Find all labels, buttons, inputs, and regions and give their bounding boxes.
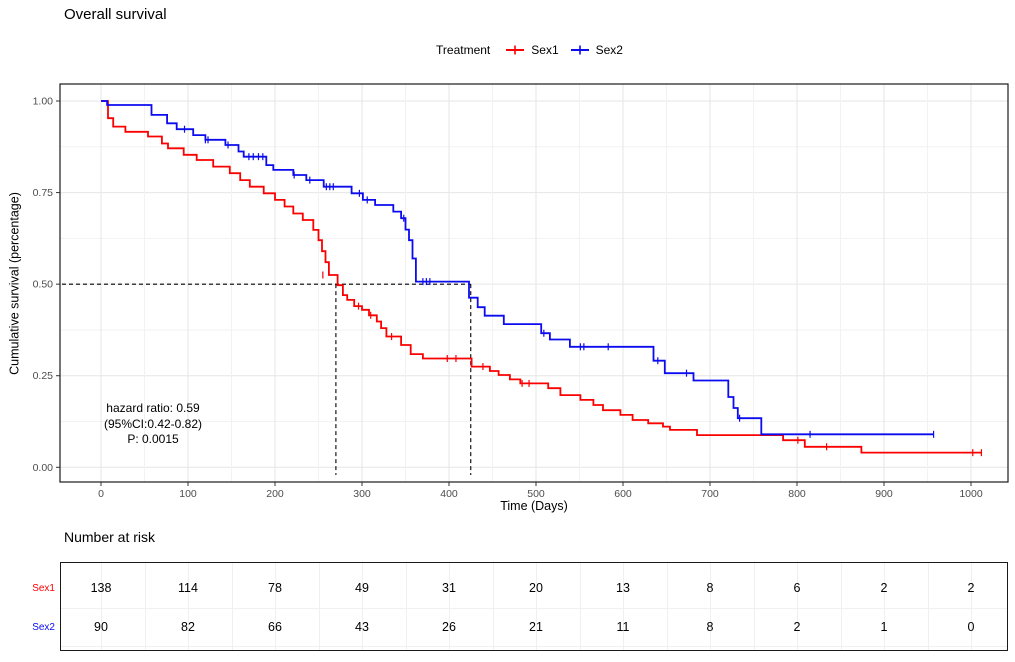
risk-gridline-v [884,563,885,650]
x-tick-label: 700 [701,488,719,500]
risk-gridline-h [61,646,1007,647]
risk-gridline-v [971,563,972,650]
risk-gridline-v [753,563,755,650]
risk-gridline-v [318,563,320,650]
y-tick-label: 0.25 [33,370,54,382]
risk-count: 11 [616,620,630,634]
risk-count: 43 [355,620,369,634]
x-tick-label: 300 [353,488,371,500]
risk-table-heading: Number at risk [64,529,156,545]
risk-count: 114 [178,581,198,595]
legend: Treatment Sex1 Sex2 [22,43,1015,57]
x-tick-label: 1000 [959,488,983,500]
x-tick-label: 500 [527,488,545,500]
risk-gridline-v [579,563,581,650]
risk-gridline-v [231,563,233,650]
x-tick-label: 800 [788,488,806,500]
x-tick-label: 100 [179,488,197,500]
risk-count: 8 [706,581,714,595]
risk-count: 1 [880,620,888,634]
risk-gridline-v [536,563,537,650]
risk-count: 0 [967,620,975,634]
risk-row-label-sex2: Sex2 [32,622,55,633]
risk-count: 6 [793,581,801,595]
risk-gridline-v [666,563,668,650]
risk-count: 2 [967,581,975,595]
legend-title: Treatment [436,43,491,57]
risk-gridline-v [405,563,407,650]
risk-gridline-v [492,563,494,650]
risk-count: 90 [94,620,108,634]
x-axis-title: Time (Days) [500,499,568,513]
y-tick-label: 0.75 [33,187,54,199]
risk-gridline-v [101,563,102,650]
chart-title: Overall survival [64,6,167,23]
risk-count: 66 [268,620,282,634]
y-tick-label: 0.00 [33,462,54,474]
risk-count: 26 [442,620,456,634]
risk-gridline-v [144,563,146,650]
risk-row-label-sex1: Sex1 [32,583,55,594]
risk-gridline-v [188,563,189,650]
risk-count: 78 [268,581,282,595]
legend-item-sex2: Sex2 [569,43,623,57]
legend-label-sex1: Sex1 [531,43,559,57]
risk-gridline-v [449,563,450,650]
risk-gridline-v [275,563,276,650]
km-curve-sex2 [101,100,934,436]
y-tick-label: 0.50 [33,279,54,291]
x-tick-label: 600 [614,488,632,500]
risk-count: 13 [616,581,630,595]
risk-count: 8 [706,620,714,634]
red-line-plus-icon [506,45,525,55]
x-tick-label: 400 [440,488,458,500]
y-axis-title: Cumulative survival (percentage) [7,192,22,375]
annotation-line-1: hazard ratio: 0.59 [106,401,200,415]
risk-count: 21 [529,620,543,634]
legend-item-sex1: Sex1 [504,43,559,57]
risk-count: 49 [355,581,369,595]
km-curve-sex1 [101,100,982,454]
y-tick-label: 1.00 [33,96,54,108]
annotation-line-3: P: 0.0015 [127,432,179,446]
risk-count: 20 [529,581,543,595]
legend-label-sex2: Sex2 [595,43,623,57]
survival-plot: 0 100 200 300 400 500 600 700 800 900 1000 0.00 0.25… [33,83,1009,500]
x-tick-label: 900 [875,488,893,500]
hazard-ratio-annotation: hazard ratio: 0.59 (95%CI:0.42-0.82) P: … [70,401,236,448]
annotation-line-2: (95%CI:0.42-0.82) [103,416,203,431]
risk-gridline-v [927,563,929,650]
risk-gridline-v [623,563,624,650]
risk-gridline-v [710,563,711,650]
risk-gridline-v [840,563,842,650]
blue-line-plus-icon [570,45,589,55]
risk-count: 138 [90,581,112,595]
risk-table-panel [60,562,1008,651]
risk-count: 31 [442,581,456,595]
risk-gridline-v [362,563,363,650]
risk-gridline-h [61,608,1007,609]
x-tick-label: 200 [266,488,284,500]
risk-gridline-v [797,563,798,650]
panel-border [59,83,1009,483]
risk-count: 2 [793,620,801,634]
risk-count: 82 [181,620,195,634]
x-tick-label: 0 [98,488,104,500]
risk-count: 2 [880,581,888,595]
